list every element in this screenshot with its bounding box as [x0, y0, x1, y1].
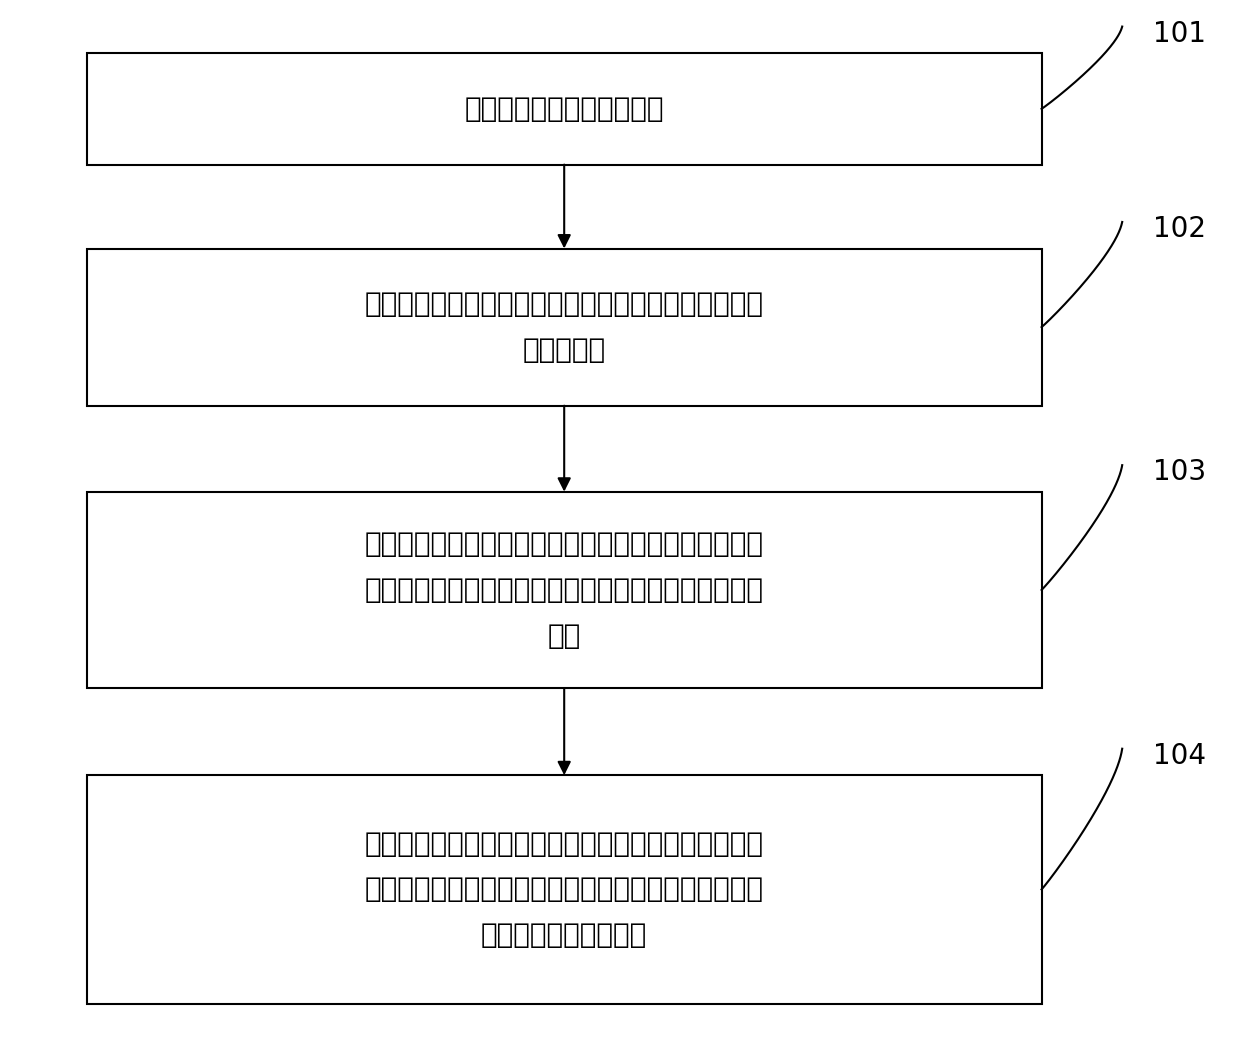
Text: 利用所述解码器网络对所述交通指数输入时间序列的时
间变化特征向量进行处理，将处理得到的交通指数输出
时间序列作为预测结果: 利用所述解码器网络对所述交通指数输入时间序列的时 间变化特征向量进行处理，将处理…: [365, 829, 764, 949]
Text: 将所述交通指数输入时间序列作为序列到序列学习模型
的输入对象: 将所述交通指数输入时间序列作为序列到序列学习模型 的输入对象: [365, 290, 764, 364]
Bar: [87, 492, 1042, 688]
Text: 101: 101: [1153, 20, 1207, 48]
Text: 获取交通指数输入时间序列: 获取交通指数输入时间序列: [465, 95, 663, 123]
Bar: [87, 249, 1042, 406]
Text: 利用所述编码器网络对所述交通指数输入时间序列进行
特征提取，得到所述交通指数时间序列的时间变化特征
向量: 利用所述编码器网络对所述交通指数输入时间序列进行 特征提取，得到所述交通指数时间…: [365, 530, 764, 650]
Bar: [87, 53, 1042, 165]
Text: 103: 103: [1153, 459, 1207, 486]
Text: 102: 102: [1153, 216, 1207, 243]
Bar: [87, 775, 1042, 1004]
Text: 104: 104: [1153, 742, 1207, 770]
